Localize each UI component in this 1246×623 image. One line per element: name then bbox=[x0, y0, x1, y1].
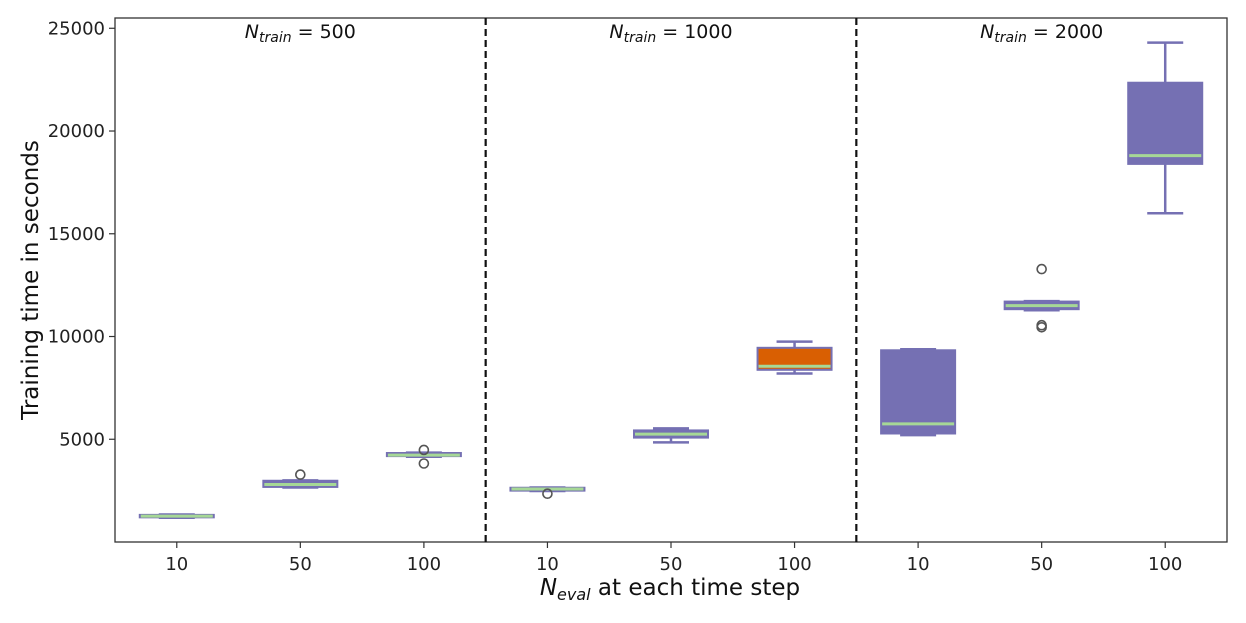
panel-label-subscript: train bbox=[624, 30, 657, 46]
outlier-point bbox=[542, 488, 553, 500]
iqr-box bbox=[1127, 81, 1204, 165]
x-tick-label: 50 bbox=[1030, 554, 1053, 575]
panel-dividers bbox=[484, 18, 858, 542]
y-tick-label: 10000 bbox=[48, 327, 105, 348]
panel-label: Ntrain = 1000 bbox=[609, 21, 732, 46]
panel-label-value: = 1000 bbox=[656, 21, 732, 43]
box-group bbox=[633, 427, 709, 444]
box-group bbox=[262, 469, 339, 489]
outlier-point bbox=[418, 444, 430, 456]
x-axis-label: Neval at each time step bbox=[540, 575, 800, 604]
x-tick-label: 10 bbox=[907, 554, 930, 575]
box-group bbox=[756, 340, 833, 375]
panel-label-value: = 2000 bbox=[1027, 21, 1103, 43]
y-tick-label: 15000 bbox=[48, 224, 105, 245]
x-tick-label: 100 bbox=[407, 554, 441, 575]
x-tick-label: 10 bbox=[165, 554, 188, 575]
outlier-point bbox=[418, 458, 430, 469]
box-series bbox=[138, 41, 1204, 520]
x-tick-label: 10 bbox=[536, 554, 559, 575]
y-axis-label: Training time in seconds bbox=[18, 140, 44, 421]
y-axis: 5000 10000 15000 20000 25000 bbox=[48, 18, 115, 450]
x-tick-label: 100 bbox=[1148, 554, 1182, 575]
y-tick-label: 25000 bbox=[48, 18, 105, 39]
y-tick-label: 20000 bbox=[48, 121, 105, 142]
iqr-box bbox=[880, 349, 957, 435]
box-group bbox=[138, 513, 215, 520]
box-group bbox=[1003, 263, 1080, 333]
x-axis-label-symbol: N bbox=[540, 575, 557, 601]
x-tick-label: 100 bbox=[777, 554, 811, 575]
plot-frame bbox=[114, 17, 1228, 543]
box-group bbox=[509, 486, 586, 500]
panel-label-symbol: N bbox=[609, 21, 623, 43]
outlier-point bbox=[1036, 263, 1047, 275]
x-axis-label-text: at each time step bbox=[591, 575, 801, 601]
y-tick-label: 5000 bbox=[59, 429, 105, 450]
panel-label-symbol: N bbox=[245, 21, 259, 43]
panel-labels: Ntrain = 500 Ntrain = 1000 Ntrain = 2000 bbox=[245, 21, 1103, 46]
x-tick-label: 50 bbox=[289, 554, 312, 575]
outlier-point bbox=[1036, 321, 1047, 333]
panel-label-value: = 500 bbox=[292, 21, 356, 43]
panel-label: Ntrain = 2000 bbox=[980, 21, 1103, 46]
box-group bbox=[1127, 41, 1204, 215]
box-group bbox=[385, 444, 462, 469]
panel-label-symbol: N bbox=[980, 21, 994, 43]
panel-label-subscript: train bbox=[994, 30, 1027, 46]
panel-label-subscript: train bbox=[259, 30, 292, 46]
x-tick-label: 50 bbox=[660, 554, 683, 575]
box-group bbox=[880, 348, 957, 437]
iqr-box bbox=[756, 346, 833, 371]
outlier-point bbox=[295, 469, 306, 480]
x-axis-label-subscript: eval bbox=[557, 585, 591, 604]
panel-label: Ntrain = 500 bbox=[245, 21, 356, 46]
x-axis: 10 50 100 10 50 100 10 50 100 bbox=[165, 542, 1182, 575]
